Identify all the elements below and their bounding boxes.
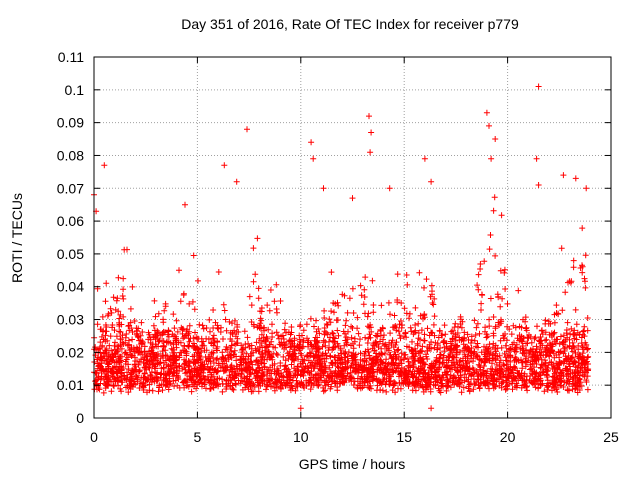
x-tick-label: 25: [603, 429, 619, 445]
data-points: [91, 83, 592, 412]
y-tick-label: 0.09: [57, 115, 84, 131]
y-tick-label: 0.1: [65, 82, 85, 98]
y-tick-label: 0.08: [57, 147, 84, 163]
scatter-markers: [91, 83, 592, 412]
y-tick-label: 0.03: [57, 312, 84, 328]
x-tick-label: 0: [90, 429, 98, 445]
y-tick-labels: 0 0.01 0.02 0.03 0.04 0.05 0.06 0.07 0.08 0.09 0.1…: [57, 49, 84, 426]
x-axis-label: GPS time / hours: [298, 456, 406, 472]
y-tick-label: 0.11: [58, 49, 84, 65]
y-tick-label: 0.05: [57, 246, 84, 262]
y-tick-label: 0.04: [57, 279, 84, 295]
axis-ticks: [93, 56, 612, 419]
y-tick-label: 0: [76, 410, 84, 426]
chart-title: Day 351 of 2016, Rate Of TEC Index for r…: [181, 16, 519, 32]
x-tick-label: 15: [396, 429, 412, 445]
y-tick-label: 0.06: [57, 213, 84, 229]
y-tick-label: 0.07: [57, 180, 84, 196]
x-tick-label: 20: [500, 429, 516, 445]
plot-frame: [93, 56, 612, 419]
y-axis-label: ROTI / TECUs: [9, 193, 25, 283]
x-tick-label: 5: [194, 429, 202, 445]
y-tick-label: 0.02: [57, 344, 84, 360]
y-tick-label: 0.01: [57, 377, 84, 393]
x-tick-labels: 0 5 10 15 20 25: [90, 429, 619, 445]
x-tick-label: 10: [293, 429, 309, 445]
